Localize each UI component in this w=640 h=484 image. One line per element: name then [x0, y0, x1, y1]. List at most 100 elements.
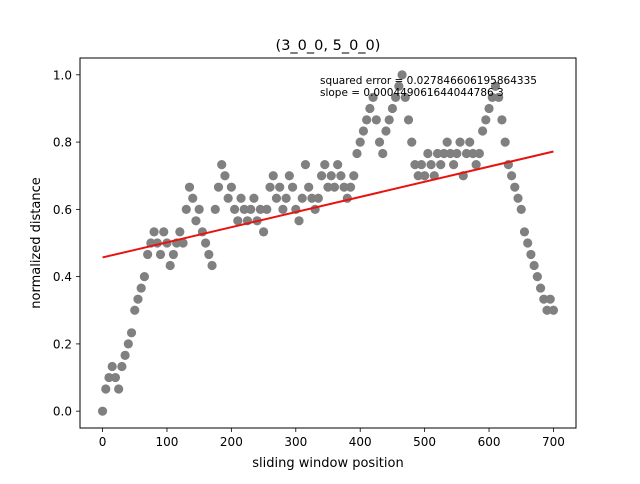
data-point — [432, 148, 443, 159]
data-point — [297, 193, 307, 203]
data-point — [349, 171, 359, 181]
data-point — [217, 160, 227, 170]
data-point — [519, 227, 530, 237]
data-point — [449, 160, 459, 170]
data-point — [352, 148, 362, 159]
data-point — [545, 294, 555, 304]
data-point — [542, 305, 552, 315]
data-point — [114, 384, 124, 394]
y-tick-label: 0.4 — [53, 270, 72, 284]
data-point — [516, 204, 526, 214]
data-point — [188, 193, 198, 203]
points-layer — [97, 70, 559, 416]
data-point — [194, 204, 204, 214]
data-point — [304, 182, 314, 192]
data-point — [442, 137, 452, 147]
data-point — [510, 182, 520, 192]
data-point — [497, 115, 507, 125]
data-point — [107, 361, 117, 372]
data-point — [391, 92, 401, 102]
data-point — [155, 249, 166, 260]
y-tick-label: 0.0 — [53, 405, 72, 419]
data-point — [326, 171, 336, 181]
data-point — [226, 182, 236, 192]
data-point — [539, 294, 549, 304]
x-tick-label: 0 — [99, 435, 107, 449]
data-point — [381, 126, 391, 136]
x-axis-label: sliding window position — [252, 456, 403, 471]
data-point — [329, 182, 340, 192]
data-point — [371, 115, 381, 125]
data-point — [400, 92, 410, 102]
data-point — [271, 193, 282, 203]
data-point — [333, 160, 343, 170]
data-point — [210, 204, 220, 214]
data-point — [307, 193, 317, 203]
data-point — [355, 137, 365, 147]
y-tick-label: 0.2 — [53, 337, 72, 351]
data-point — [394, 81, 404, 91]
data-point — [294, 216, 304, 226]
data-point — [320, 160, 330, 170]
data-point — [278, 204, 288, 214]
data-point — [275, 182, 285, 192]
data-point — [126, 328, 137, 338]
data-point — [246, 204, 256, 214]
annotation-squared-error: squared error = 0.027846606195864335 — [320, 75, 537, 87]
data-point — [165, 260, 175, 271]
data-point — [130, 305, 140, 315]
data-point — [465, 137, 475, 147]
data-point — [287, 182, 298, 192]
data-point — [265, 182, 275, 192]
data-point — [378, 148, 388, 159]
data-point — [191, 216, 201, 226]
data-point — [255, 204, 265, 214]
data-point — [506, 171, 517, 181]
data-point — [474, 148, 484, 159]
data-point — [397, 70, 407, 80]
x-tick-label: 100 — [156, 435, 179, 449]
data-point — [97, 406, 108, 416]
data-point — [143, 249, 153, 260]
y-tick-label: 0.8 — [53, 136, 72, 150]
data-point — [117, 361, 127, 372]
plot-area-frame — [79, 57, 577, 429]
data-point — [120, 350, 130, 360]
data-point — [452, 148, 462, 159]
x-tick-label: 400 — [349, 435, 372, 449]
x-tick-label: 500 — [413, 435, 436, 449]
fit-line — [102, 150, 554, 259]
data-point — [316, 171, 327, 181]
data-point — [268, 171, 278, 181]
data-point — [345, 182, 356, 192]
data-point — [481, 115, 491, 125]
data-point — [535, 283, 546, 293]
y-axis-label: normalized distance — [29, 177, 44, 308]
data-point — [207, 260, 217, 271]
data-point — [236, 193, 246, 203]
data-point — [184, 182, 195, 192]
data-point — [323, 182, 333, 192]
data-point — [201, 238, 211, 248]
chart-title: (3_0_0, 5_0_0) — [276, 38, 381, 54]
data-point — [220, 171, 230, 181]
x-tick-label: 700 — [542, 435, 565, 449]
data-point — [368, 92, 378, 102]
data-point — [403, 115, 414, 125]
data-point — [204, 249, 214, 260]
data-point — [229, 204, 240, 214]
data-point — [149, 227, 159, 237]
data-point — [484, 103, 494, 114]
data-point — [313, 193, 323, 203]
data-point — [471, 160, 481, 170]
data-point — [365, 103, 375, 114]
data-point — [387, 103, 398, 114]
data-point — [258, 227, 269, 237]
data-point — [455, 137, 465, 147]
data-point — [358, 126, 369, 136]
data-point — [339, 182, 349, 192]
data-point — [423, 148, 433, 159]
data-point — [477, 126, 488, 136]
y-axis: 0.0 0.2 0.4 0.6 0.8 1.0 — [53, 68, 80, 419]
